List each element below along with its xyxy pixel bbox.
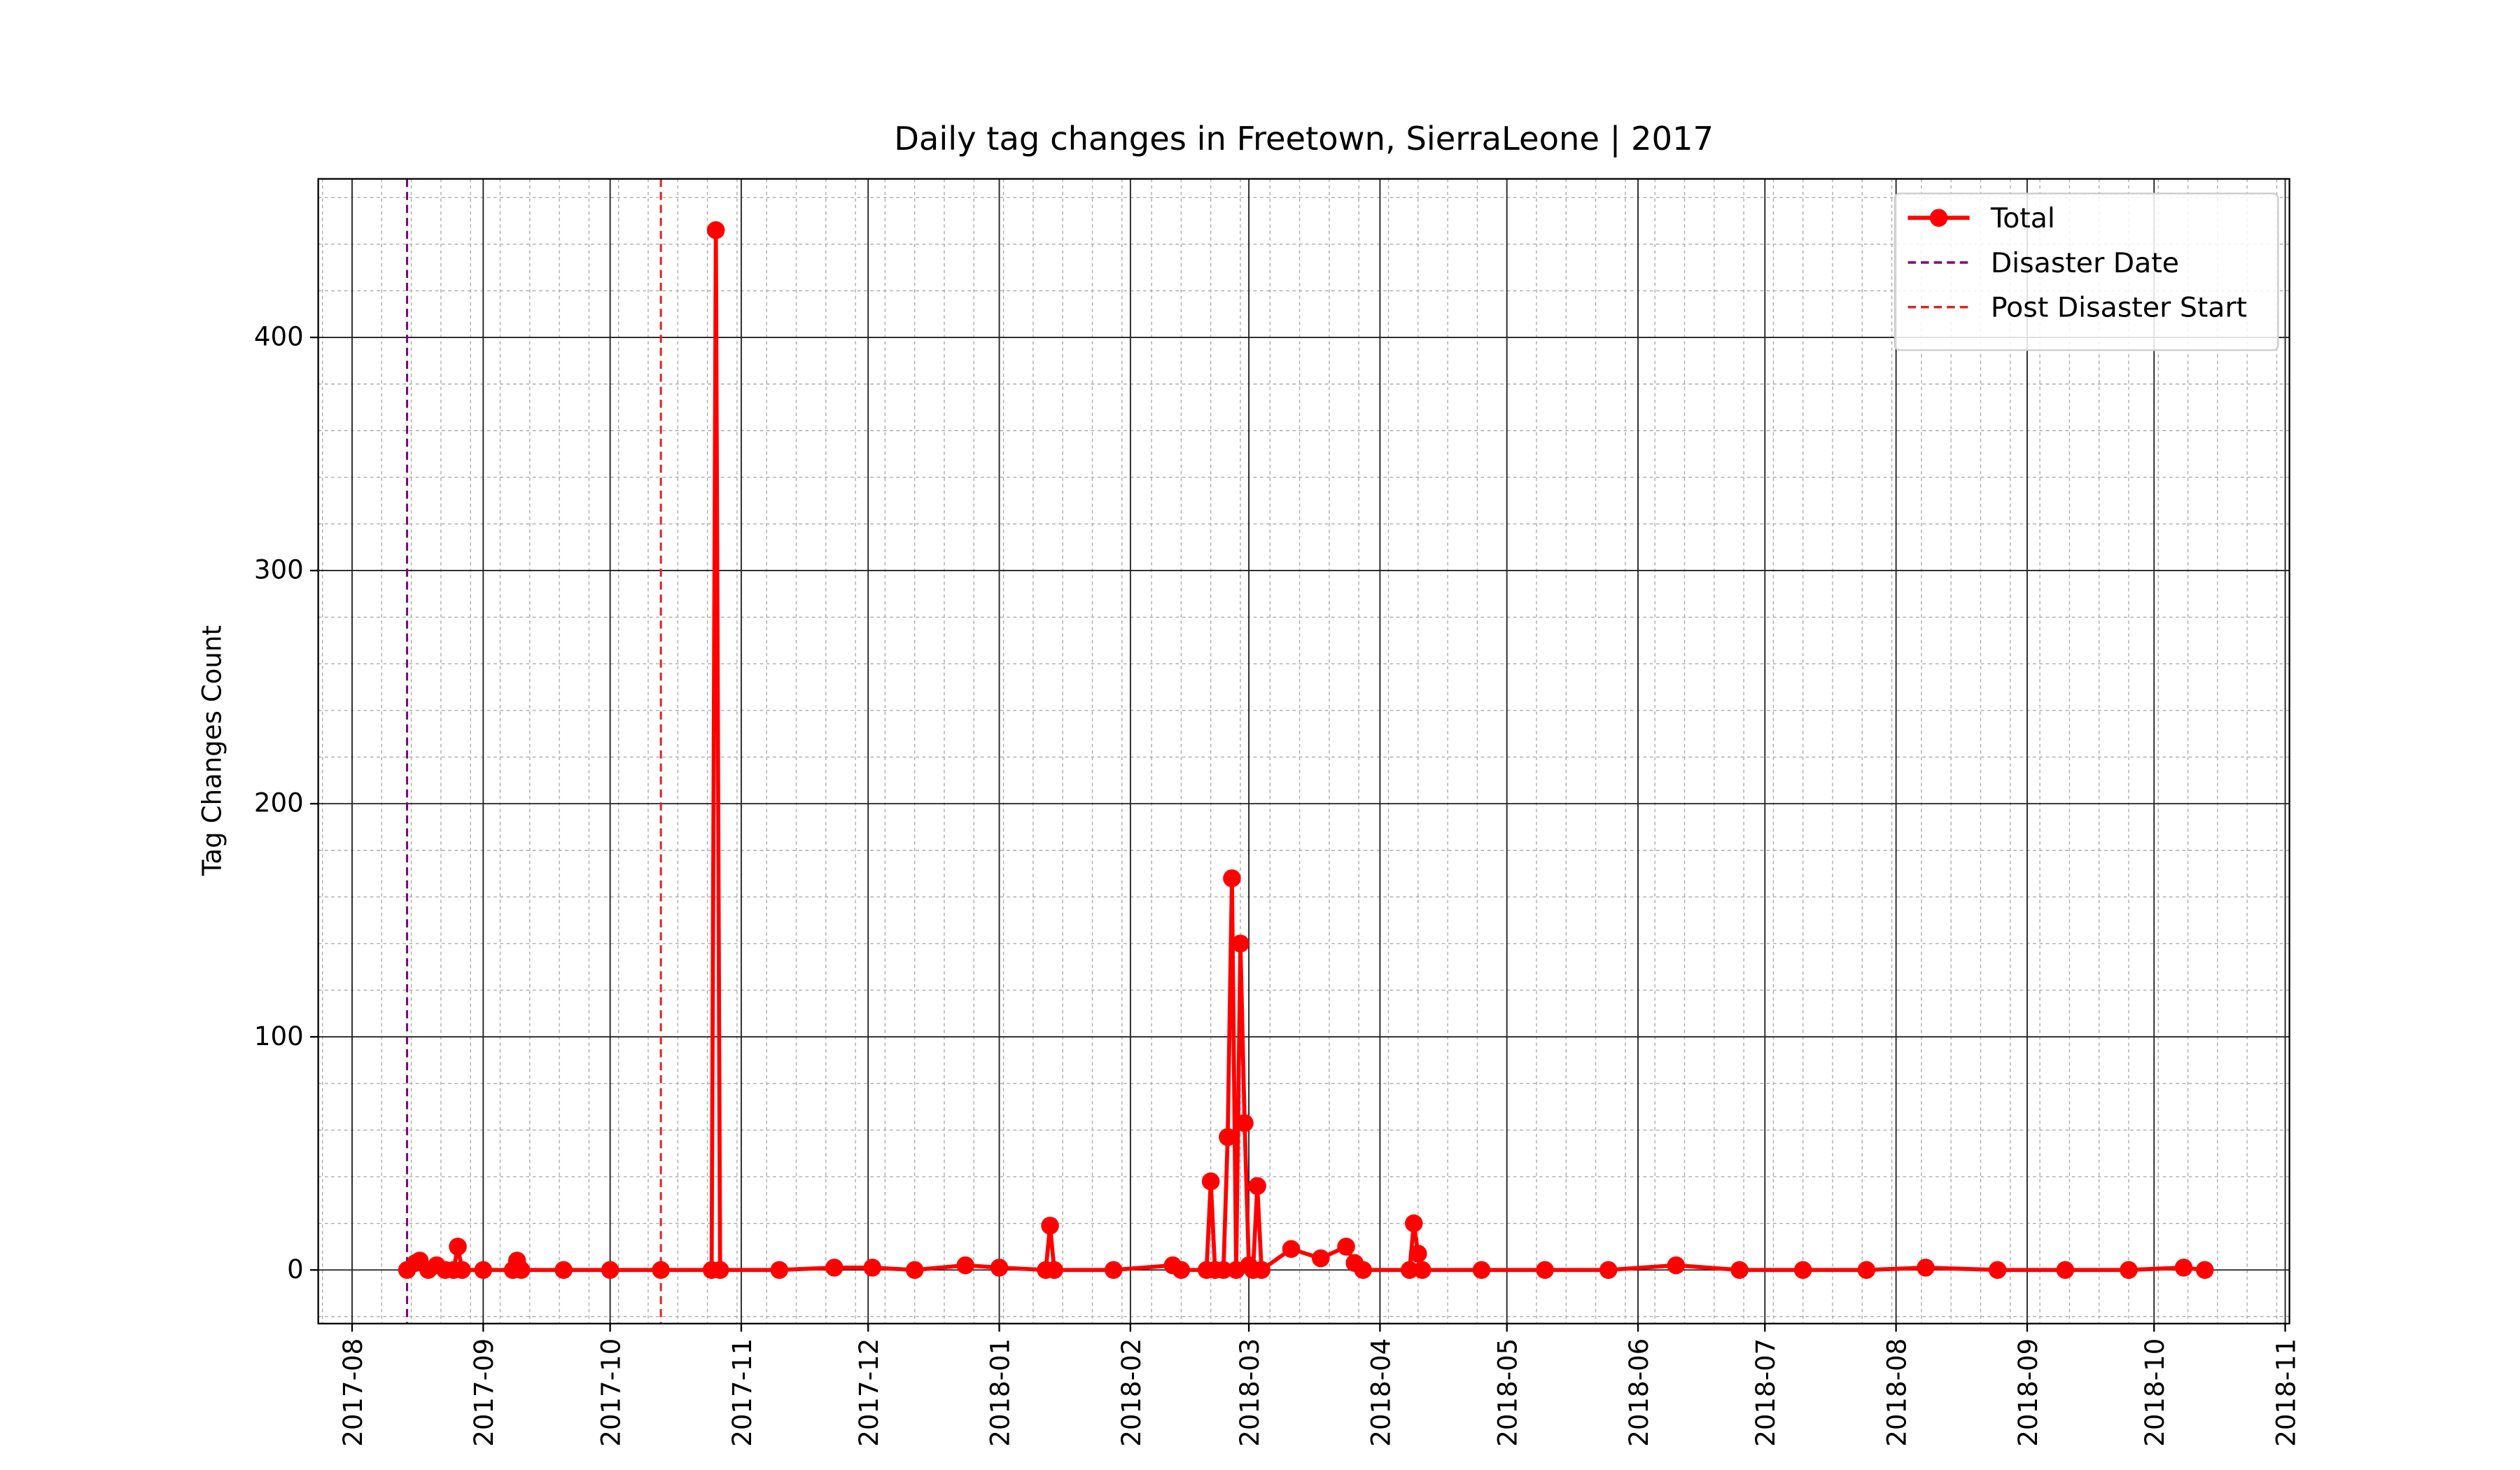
y-tick-label: 400 bbox=[254, 322, 304, 352]
marker bbox=[1793, 1261, 1812, 1280]
marker bbox=[1231, 934, 1250, 953]
marker bbox=[1041, 1217, 1059, 1235]
marker bbox=[1354, 1261, 1372, 1280]
marker bbox=[1599, 1261, 1618, 1280]
line bbox=[405, 230, 2206, 1275]
x-tick-label: 2018-04 bbox=[1366, 1338, 1396, 1447]
marker bbox=[956, 1256, 974, 1275]
marker bbox=[652, 1261, 670, 1280]
y-tick-label: 0 bbox=[287, 1254, 304, 1284]
y-axis-label: Tag Changes Count bbox=[197, 625, 227, 876]
marker bbox=[706, 221, 725, 239]
marker bbox=[825, 1259, 844, 1277]
x-tick-label: 2018-10 bbox=[2140, 1338, 2170, 1447]
marker bbox=[554, 1261, 573, 1280]
legend-label: Post Disaster Start bbox=[1991, 292, 2247, 324]
x-tick-label: 2017-10 bbox=[596, 1338, 626, 1447]
y-tick-label: 200 bbox=[254, 788, 304, 818]
marker bbox=[453, 1261, 471, 1280]
legend-label: Disaster Date bbox=[1991, 247, 2179, 279]
x-tick-label: 2017-11 bbox=[727, 1338, 757, 1447]
marker bbox=[1730, 1261, 1749, 1280]
legend-label: Total bbox=[1990, 202, 2055, 234]
marker bbox=[1214, 1261, 1233, 1280]
marker bbox=[1413, 1261, 1432, 1280]
marker bbox=[1536, 1261, 1554, 1280]
marker bbox=[2056, 1261, 2075, 1280]
x-tick-label: 2017-09 bbox=[469, 1338, 499, 1447]
marker bbox=[1472, 1261, 1491, 1280]
chart-title: Daily tag changes in Freetown, SierraLeo… bbox=[894, 120, 1714, 158]
plot-frame bbox=[317, 178, 2290, 1325]
marker bbox=[1282, 1240, 1301, 1259]
marker bbox=[905, 1261, 924, 1280]
marker bbox=[2120, 1261, 2138, 1280]
marker bbox=[474, 1261, 493, 1280]
x-tick-label: 2018-07 bbox=[1751, 1338, 1781, 1447]
marker bbox=[2174, 1259, 2193, 1277]
marker bbox=[770, 1261, 789, 1280]
x-tick-label: 2018-11 bbox=[2271, 1338, 2301, 1447]
marker bbox=[1201, 1172, 1220, 1191]
y-tick-label: 100 bbox=[254, 1021, 304, 1051]
marker bbox=[1312, 1249, 1330, 1268]
marker bbox=[512, 1261, 531, 1280]
x-tick-label: 2017-08 bbox=[338, 1338, 368, 1447]
marker bbox=[1104, 1261, 1123, 1280]
marker bbox=[1172, 1261, 1191, 1280]
marker bbox=[1409, 1245, 1427, 1263]
marker bbox=[1248, 1177, 1266, 1196]
marker bbox=[1667, 1256, 1686, 1275]
x-tick-label: 2018-05 bbox=[1493, 1338, 1523, 1447]
x-tick-label: 2017-12 bbox=[854, 1338, 884, 1447]
marker bbox=[1252, 1261, 1270, 1280]
x-tick-label: 2018-06 bbox=[1624, 1338, 1654, 1447]
marker bbox=[601, 1261, 620, 1280]
marker bbox=[990, 1259, 1009, 1277]
x-tick-label: 2018-09 bbox=[2013, 1338, 2043, 1447]
marker bbox=[1917, 1259, 1935, 1277]
marker bbox=[710, 1261, 729, 1280]
marker bbox=[1988, 1261, 2007, 1280]
x-tick-label: 2018-02 bbox=[1116, 1338, 1147, 1447]
y-tick-label: 300 bbox=[254, 555, 304, 585]
marker bbox=[1337, 1238, 1355, 1256]
marker bbox=[1857, 1261, 1876, 1280]
x-tick-label: 2018-03 bbox=[1235, 1338, 1265, 1447]
marker bbox=[1219, 1128, 1237, 1147]
marker bbox=[1404, 1214, 1423, 1233]
marker bbox=[1400, 1261, 1419, 1280]
marker bbox=[863, 1259, 882, 1277]
marker bbox=[1236, 1114, 1254, 1133]
marker bbox=[1223, 869, 1241, 888]
marker bbox=[1045, 1261, 1063, 1280]
legend-box bbox=[1893, 192, 2279, 351]
marker bbox=[449, 1238, 467, 1256]
legend-marker bbox=[1929, 209, 1948, 227]
marker bbox=[2196, 1261, 2214, 1280]
x-tick-label: 2018-01 bbox=[985, 1338, 1015, 1447]
x-tick-label: 2018-08 bbox=[1882, 1338, 1912, 1447]
